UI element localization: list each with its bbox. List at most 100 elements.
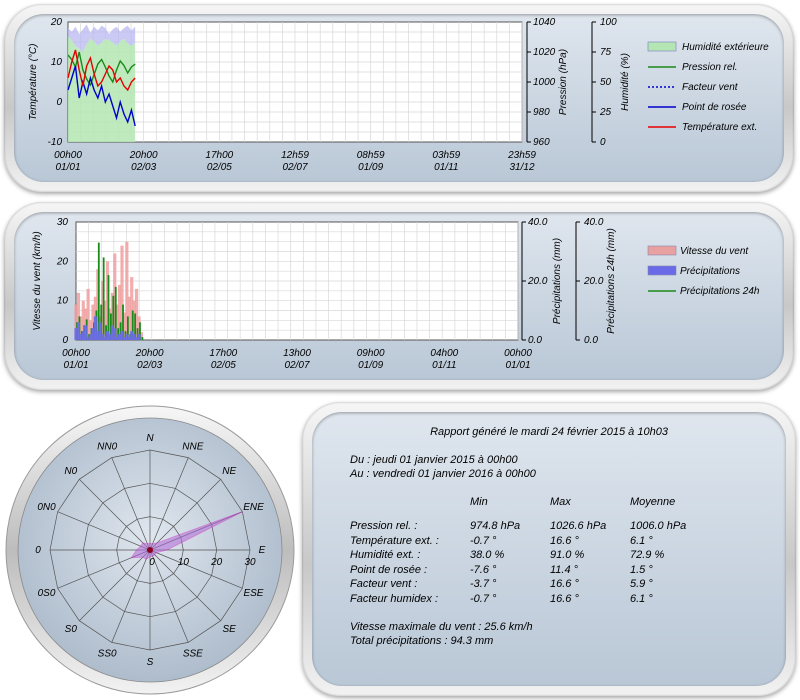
series-line-temp-rature-ext-	[67, 49, 136, 92]
wind-rose-direction: SSE	[183, 648, 203, 659]
x-tick-time: 04h00	[430, 348, 458, 359]
bar-precipitations	[134, 337, 139, 340]
y-axis-label-left: Vitesse du vent (km/h)	[32, 231, 43, 330]
legend-label: Facteur vent	[682, 82, 739, 93]
y-tick-right: 50	[600, 77, 612, 88]
x-tick-time: 13h00	[283, 348, 311, 359]
wind-rose-radial-tick: 30	[244, 557, 256, 568]
bar-vitesse-du-vent	[113, 253, 117, 340]
y-axis-label-mid: Pression (hPa)	[558, 49, 569, 115]
wind-rose-spoke	[149, 549, 189, 643]
bar-vitesse-du-vent	[110, 292, 114, 340]
x-tick-time: 03h59	[432, 150, 460, 161]
x-tick-time: 20h00	[135, 348, 164, 359]
wind-rose-rim	[5, 405, 295, 695]
bar-precipitations	[103, 337, 107, 340]
report-cell-avg: 5.9 °	[630, 578, 653, 590]
bar-precipitations-24h	[134, 313, 137, 340]
x-tick-time: 23h59	[507, 150, 536, 161]
report-cell-min: 38.0 %	[470, 549, 505, 561]
x-tick-date: 02/05	[207, 162, 232, 173]
wind-rose-direction: SS0	[98, 648, 117, 659]
wind-rain-chart-panel: 30 20 10 0 Vitesse du vent (km/h) 40.0 20.0 0.0…	[4, 202, 794, 390]
bar-precipitations	[79, 334, 83, 340]
x-tick-time: 17h00	[205, 150, 233, 161]
report-cell-label: Humidité ext. :	[350, 549, 421, 561]
bar-precipitations-24h	[107, 275, 110, 340]
bar-precipitations	[105, 331, 110, 340]
x-tick-date: 01/09	[358, 360, 383, 371]
bar-vitesse-du-vent	[117, 284, 122, 340]
bar-vitesse-du-vent	[105, 261, 110, 340]
wind-rose-direction: 0S0	[38, 588, 56, 599]
legend-label: Précipitations 24h	[680, 286, 760, 297]
report-title: Rapport généré le mardi 24 février 2015 …	[430, 426, 668, 438]
wind-rose-spoke	[149, 479, 221, 551]
report-cell-avg: 1.5 °	[630, 563, 653, 576]
report-cell-avg: 6.1 °	[630, 534, 653, 547]
wind-rose-center	[147, 547, 153, 553]
bar-precipitations	[137, 334, 141, 340]
bar-precipitations-24h	[131, 310, 134, 340]
y-tick-right: 100	[600, 17, 617, 28]
y-axis-label-left: Température (°C)	[28, 44, 39, 121]
bar-vitesse-du-vent	[81, 300, 85, 340]
x-tick-date: 02/03	[131, 162, 156, 173]
bar-precipitations	[86, 337, 90, 340]
report-header-max: Max	[550, 496, 571, 508]
x-tick-time: 00h00	[54, 150, 82, 161]
y-axis-label-right: Humidité (%)	[620, 53, 631, 111]
y-tick-right: 0.0	[584, 335, 598, 346]
bar-precipitations	[88, 334, 93, 340]
report-cell-min: -0.7 °	[470, 534, 497, 547]
y-tick-left: -10	[48, 137, 63, 148]
legend-label: Point de rosée	[682, 102, 747, 113]
y-tick-mid: 980	[533, 107, 550, 118]
y-tick-mid: 1020	[533, 47, 556, 58]
y-tick-right: 0	[600, 137, 606, 148]
wind-rose-direction: NNE	[182, 442, 203, 453]
bar-vitesse-du-vent	[84, 308, 88, 340]
wind-rose-spoke	[149, 511, 243, 551]
bar-precipitations	[81, 331, 85, 340]
x-tick-time: 08h59	[357, 150, 385, 161]
report-cell-max: 16.6 °	[550, 578, 579, 590]
report-period-from: Du : jeudi 01 janvier 2015 à 00h00	[350, 454, 518, 466]
bar-vitesse-du-vent	[115, 304, 119, 340]
legend-label: Précipitations	[680, 266, 740, 277]
report-cell-max: 11.4 °	[550, 563, 579, 576]
wind-rose-ring	[116, 516, 184, 584]
wind-rose-radial-tick: 10	[178, 557, 190, 568]
wind-rose-direction: E	[259, 545, 266, 556]
bar-precipitations-24h	[126, 316, 129, 340]
x-tick-date: 01/01	[505, 360, 530, 371]
x-tick-time: 00h00	[504, 348, 532, 359]
bar-vitesse-du-vent	[120, 245, 124, 340]
y-tick-mid: 1040	[533, 17, 556, 28]
wind-rose-spoke	[79, 549, 151, 621]
wind-rose-direction: N	[146, 433, 154, 444]
wind-rose-series	[130, 511, 243, 560]
wind-rose-direction: 0N0	[37, 502, 56, 513]
series-line-point-de-ros-e	[67, 65, 136, 127]
report-cell-min: -3.7 °	[470, 578, 497, 590]
bar-vitesse-du-vent	[103, 300, 107, 340]
bar-precipitations	[127, 337, 131, 340]
bar-vitesse-du-vent	[139, 332, 143, 340]
wind-rose-spoke	[149, 549, 243, 589]
bar-precipitations	[125, 334, 129, 340]
y-tick-left: 0	[62, 335, 68, 346]
legend-label: Température ext.	[682, 122, 757, 133]
bar-precipitations-24h	[139, 322, 141, 340]
report-cell-label: Pression rel. :	[350, 520, 418, 532]
x-tick-date: 01/09	[358, 162, 383, 173]
x-tick-date: 31/12	[509, 162, 534, 173]
wind-rose-direction: S0	[65, 624, 78, 635]
bar-vitesse-du-vent	[134, 288, 139, 340]
bar-precipitations-24h	[97, 242, 100, 340]
wind-rain-chart: 30 20 10 0 Vitesse du vent (km/h) 40.0 20.0 0.0…	[32, 217, 760, 371]
report-cell-max: 16.6 °	[550, 534, 579, 547]
legend-label: Pression rel.	[682, 62, 738, 73]
report-cell-label: Facteur humidex :	[350, 592, 439, 605]
